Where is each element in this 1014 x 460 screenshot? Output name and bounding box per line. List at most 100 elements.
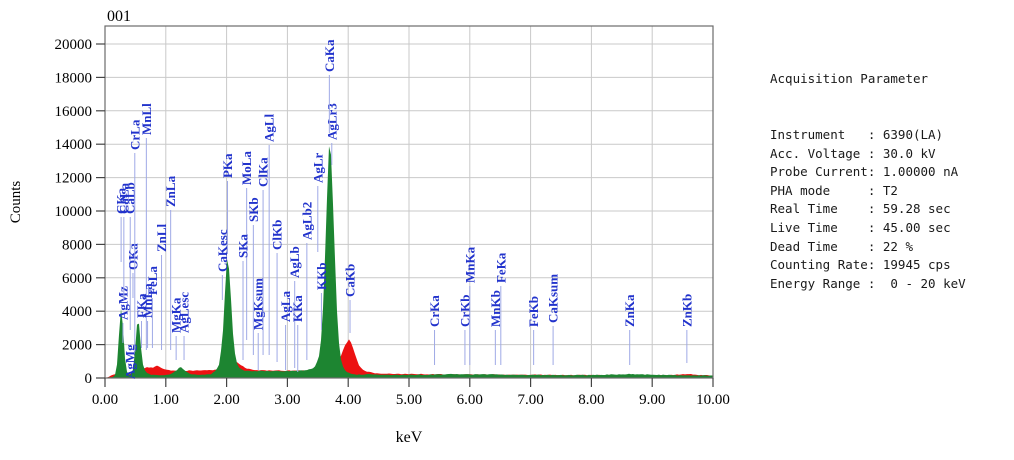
y-tick-label: 12000 bbox=[55, 171, 93, 187]
peak-label-crka: CrKa bbox=[427, 295, 442, 327]
x-tick-label: 4.00 bbox=[335, 392, 361, 408]
spectrum-red bbox=[105, 339, 713, 378]
x-tick-label: 0.00 bbox=[92, 392, 118, 408]
acquisition-row-value: : 45.00 sec bbox=[867, 219, 951, 235]
x-tick-label: 10.00 bbox=[696, 392, 730, 408]
peak-label-ska: SKa bbox=[236, 234, 251, 258]
x-tick-label: 5.00 bbox=[396, 392, 422, 408]
x-axis-title: keV bbox=[396, 429, 423, 446]
peak-label-znla: ZnLa bbox=[163, 175, 178, 207]
acquisition-row-value: : 30.0 kV bbox=[867, 145, 936, 161]
y-tick-label: 18000 bbox=[55, 70, 93, 86]
peak-label-calb: CaLb bbox=[123, 182, 138, 214]
peak-label-kkb: KKb bbox=[314, 263, 329, 290]
peak-label-agla: AgLa bbox=[278, 290, 293, 322]
acquisition-row: Dead Time : 22 % bbox=[770, 238, 1014, 257]
peak-label-mnka: MnKa bbox=[462, 246, 477, 283]
y-tick-label: 4000 bbox=[62, 304, 92, 320]
x-tick-label: 6.00 bbox=[457, 392, 483, 408]
peak-label-clkb: ClKb bbox=[270, 220, 285, 250]
acquisition-row: Acc. Voltage : 30.0 kV bbox=[770, 145, 1014, 164]
acquisition-row-value: : 22 % bbox=[867, 238, 913, 254]
peak-label-aglr3: AgLr3 bbox=[324, 103, 339, 140]
peak-label-crla: CrLa bbox=[127, 119, 142, 150]
peak-label-mnll: MnLl bbox=[139, 103, 154, 135]
acquisition-row-label: Probe Current bbox=[770, 164, 868, 180]
y-tick-label: 10000 bbox=[55, 204, 93, 220]
y-axis-title: Counts bbox=[8, 181, 24, 224]
acquisition-row-value: : 6390(LA) bbox=[867, 126, 944, 142]
acquisition-row-value: : T2 bbox=[867, 182, 898, 198]
peak-label-caka: CaKa bbox=[322, 39, 337, 72]
x-tick-label: 8.00 bbox=[578, 392, 604, 408]
peak-label-fka: FKa bbox=[134, 293, 149, 318]
peak-label-cala: CaLa bbox=[116, 182, 131, 214]
acquisition-row-value: : 1.00000 nA bbox=[867, 164, 959, 180]
peak-label-agll: AgLl bbox=[262, 113, 277, 142]
acquisition-panel-title: Acquisition Parameter bbox=[770, 71, 929, 87]
y-tick-label: 2000 bbox=[62, 338, 92, 354]
peak-label-fela: FeLa bbox=[145, 266, 160, 295]
acquisition-row: Live Time : 45.00 sec bbox=[770, 219, 1014, 238]
acquisition-row: Counting Rate: 19945 cps bbox=[770, 256, 1014, 275]
acquisition-row-label: Counting Rate bbox=[770, 257, 868, 273]
acquisition-parameter-panel: Acquisition Parameter Instrument : 6390(L… bbox=[770, 33, 1014, 312]
acquisition-row-label: PHA mode bbox=[770, 182, 831, 198]
x-tick-label: 1.00 bbox=[153, 392, 179, 408]
acquisition-row-label: Live Time bbox=[770, 219, 838, 235]
peak-label-mgka: MgKa bbox=[169, 297, 184, 333]
x-tick-label: 9.00 bbox=[639, 392, 665, 408]
peak-label-znka: ZnKa bbox=[622, 294, 637, 327]
peak-label-kka: KKa bbox=[290, 295, 305, 322]
acquisition-row-value: : 0 - 20 keV bbox=[867, 275, 966, 291]
peak-label-aglesc: AgLesc bbox=[177, 292, 192, 333]
peak-label-mnkb: MnKb bbox=[488, 290, 503, 327]
peak-label-clka: ClKa bbox=[256, 157, 271, 187]
peak-label-znll: ZnLl bbox=[154, 223, 169, 252]
acquisition-row-value: : 59.28 sec bbox=[867, 201, 951, 217]
peak-label-aglb: AgLb bbox=[287, 246, 302, 278]
peak-label-caksum: CaKsum bbox=[546, 274, 561, 323]
acquisition-row-label: Energy Range bbox=[770, 275, 861, 291]
acquisition-row-label: Dead Time bbox=[770, 238, 838, 254]
acquisition-row: Probe Current: 1.00000 nA bbox=[770, 163, 1014, 182]
acquisition-row: Instrument : 6390(LA) bbox=[770, 126, 1014, 145]
peak-label-oka: OKa bbox=[125, 243, 140, 270]
acquisition-row-label: Instrument bbox=[770, 126, 846, 142]
acquisition-rows: Instrument : 6390(LA) Acc. Voltage : 30.0 k… bbox=[770, 126, 1014, 293]
x-tick-label: 7.00 bbox=[517, 392, 543, 408]
peak-label-cakb: CaKb bbox=[343, 264, 358, 297]
peak-label-skb: SKb bbox=[246, 197, 261, 222]
chart-title: 001 bbox=[107, 8, 131, 25]
peak-label-mnla: MnLa bbox=[140, 283, 155, 318]
y-tick-label: 16000 bbox=[55, 104, 93, 120]
peak-label-cakesc: CaKesc bbox=[215, 229, 230, 272]
peak-label-agmg: AgMg bbox=[123, 344, 138, 379]
acquisition-row: Real Time : 59.28 sec bbox=[770, 200, 1014, 219]
peak-label-mgksum: MgKsum bbox=[251, 278, 266, 330]
x-tick-label: 2.00 bbox=[213, 392, 239, 408]
x-tick-label: 3.00 bbox=[274, 392, 300, 408]
peak-label-pka: PKa bbox=[220, 153, 235, 178]
y-tick-label: 0 bbox=[85, 371, 93, 387]
acquisition-row-value: : 19945 cps bbox=[867, 257, 951, 273]
peak-label-feka: FeKa bbox=[493, 252, 508, 283]
peak-label-mola: MoLa bbox=[239, 151, 254, 185]
peak-label-fekb: FeKb bbox=[526, 296, 541, 327]
y-tick-label: 6000 bbox=[62, 271, 92, 287]
peak-label-aglb2: AgLb2 bbox=[299, 202, 314, 240]
acquisition-row: PHA mode : T2 bbox=[770, 182, 1014, 201]
y-tick-label: 20000 bbox=[55, 37, 93, 53]
y-tick-label: 8000 bbox=[62, 237, 92, 253]
y-tick-label: 14000 bbox=[55, 137, 93, 153]
peak-label-cka: CKa bbox=[114, 188, 129, 215]
acquisition-row: Energy Range : 0 - 20 keV bbox=[770, 275, 1014, 294]
acquisition-row-label: Real Time bbox=[770, 201, 838, 217]
peak-label-znkb: ZnKb bbox=[679, 294, 694, 327]
peak-label-aglr: AgLr bbox=[310, 152, 325, 183]
peak-label-crkb: CrKb bbox=[457, 295, 472, 328]
peak-label-agmz: AgMz bbox=[115, 286, 130, 320]
acquisition-row-label: Acc. Voltage bbox=[770, 145, 861, 161]
